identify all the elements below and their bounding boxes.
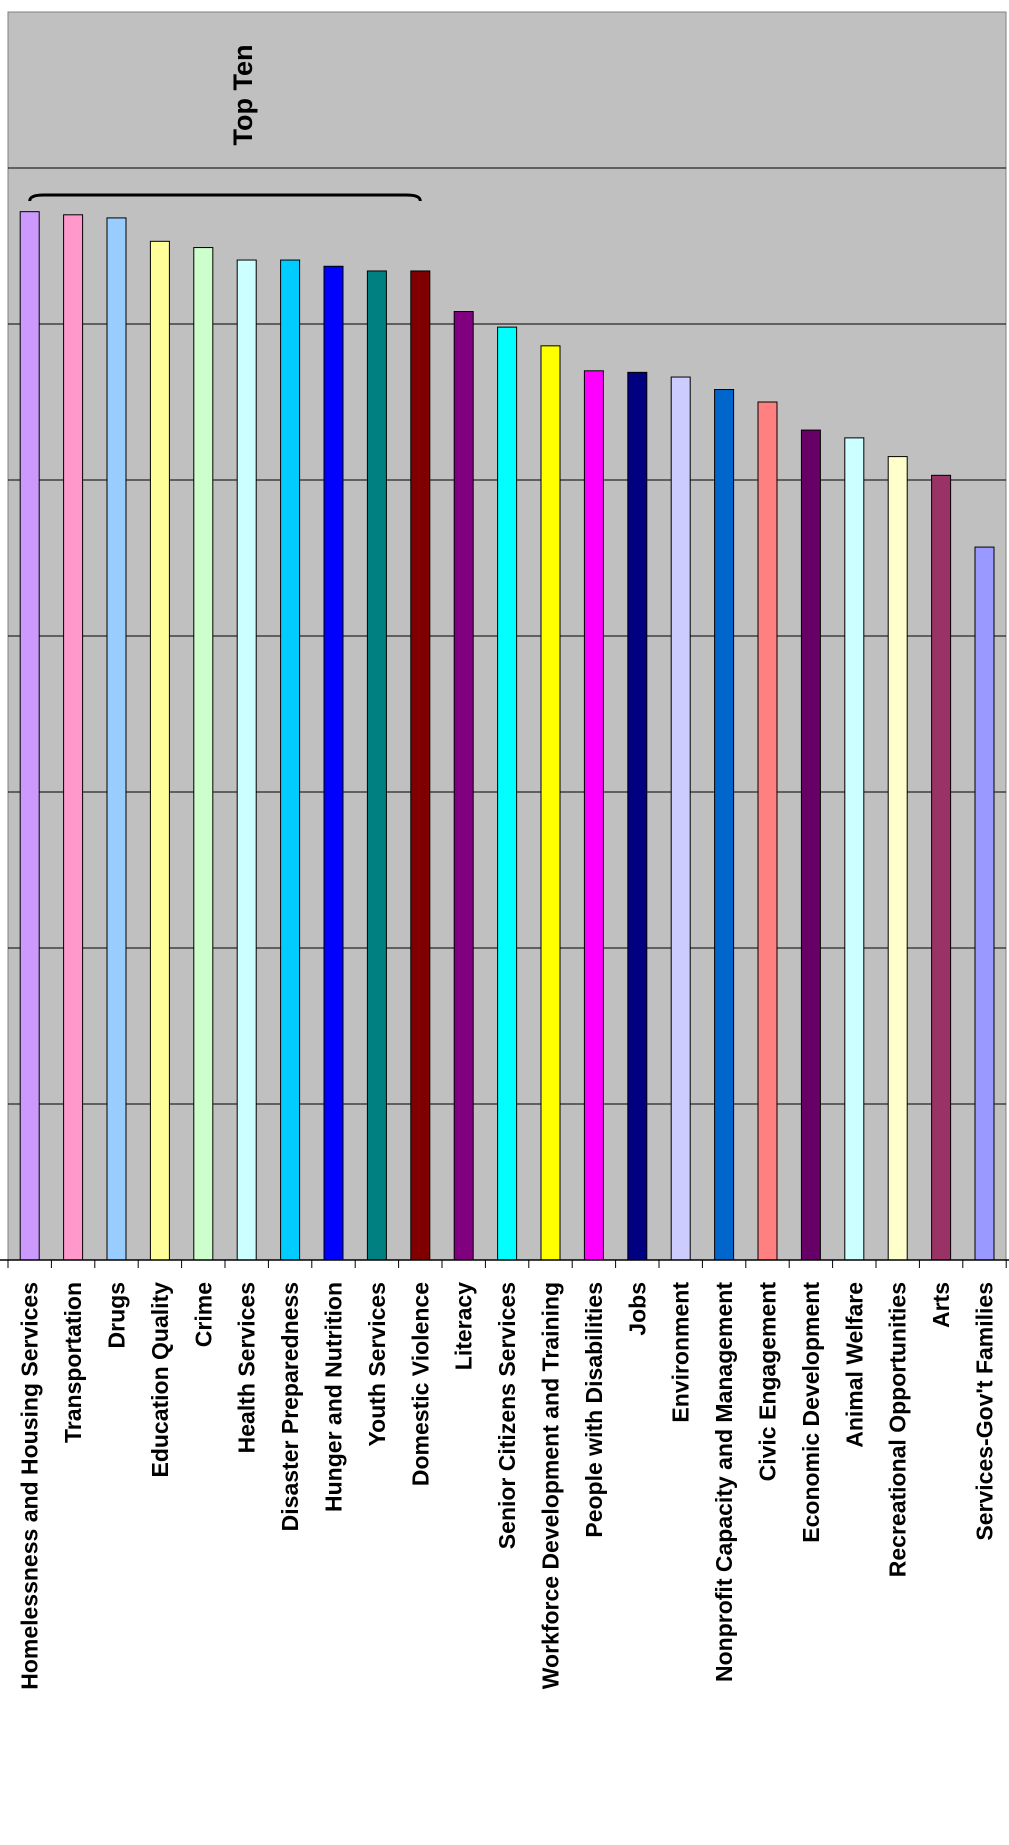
bar-6: [280, 259, 301, 1261]
category-label: Education Quality: [147, 1282, 173, 1478]
bar-20: [887, 456, 908, 1261]
category-label: Youth Services: [364, 1282, 390, 1446]
bar-10: [453, 311, 474, 1261]
category-label: Civic Engagement: [755, 1282, 781, 1482]
annotations: Top Ten: [28, 45, 422, 202]
category-label: Nonprofit Capacity and Management: [711, 1282, 737, 1682]
bar-13: [583, 370, 604, 1261]
category-label: Workforce Development and Training: [538, 1282, 564, 1689]
bar-12: [540, 345, 561, 1261]
bar-16: [714, 389, 735, 1261]
category-label: Recreational Opportunities: [885, 1282, 911, 1577]
bar-18: [800, 429, 821, 1261]
bar-8: [366, 270, 387, 1261]
bar-4: [193, 247, 214, 1261]
bar-21: [931, 474, 952, 1261]
bar-3: [149, 240, 170, 1261]
bar-7: [323, 265, 344, 1261]
bar-0: [19, 211, 40, 1261]
category-label: Economic Development: [798, 1282, 824, 1543]
category-label: Homelessness and Housing Services: [17, 1282, 43, 1690]
category-label: Crime: [190, 1282, 216, 1347]
category-label: Transportation: [60, 1282, 86, 1443]
category-label: Hunger and Nutrition: [321, 1282, 347, 1512]
category-label: Literacy: [451, 1282, 477, 1370]
bar-1: [63, 214, 84, 1261]
category-label: People with Disabilities: [581, 1282, 607, 1538]
category-label: Drugs: [104, 1282, 130, 1348]
bar-5: [236, 259, 257, 1261]
bar-2: [106, 217, 127, 1261]
bar-19: [844, 437, 865, 1261]
bar-15: [670, 376, 691, 1261]
category-label: Domestic Violence: [407, 1282, 433, 1486]
category-label: Health Services: [234, 1282, 260, 1453]
category-label: Jobs: [624, 1282, 650, 1336]
bar-17: [757, 401, 778, 1261]
bar-14: [627, 371, 648, 1261]
bar-11: [497, 326, 518, 1261]
bar-22: [974, 546, 995, 1261]
category-label: Services-Gov't Families: [972, 1282, 998, 1541]
category-label: Senior Citizens Services: [494, 1282, 520, 1549]
annotation-brace: [28, 193, 422, 202]
bar-9: [410, 270, 431, 1261]
category-label: Arts: [928, 1282, 954, 1328]
category-label: Disaster Preparedness: [277, 1282, 303, 1531]
x-axis: [0, 1259, 1009, 1268]
category-label: Environment: [668, 1282, 694, 1423]
category-labels: Homelessness and Housing Services Transpo…: [17, 1282, 998, 1690]
category-label: Animal Welfare: [841, 1282, 867, 1448]
bars: [19, 211, 995, 1261]
annotation-label: Top Ten: [228, 45, 258, 146]
